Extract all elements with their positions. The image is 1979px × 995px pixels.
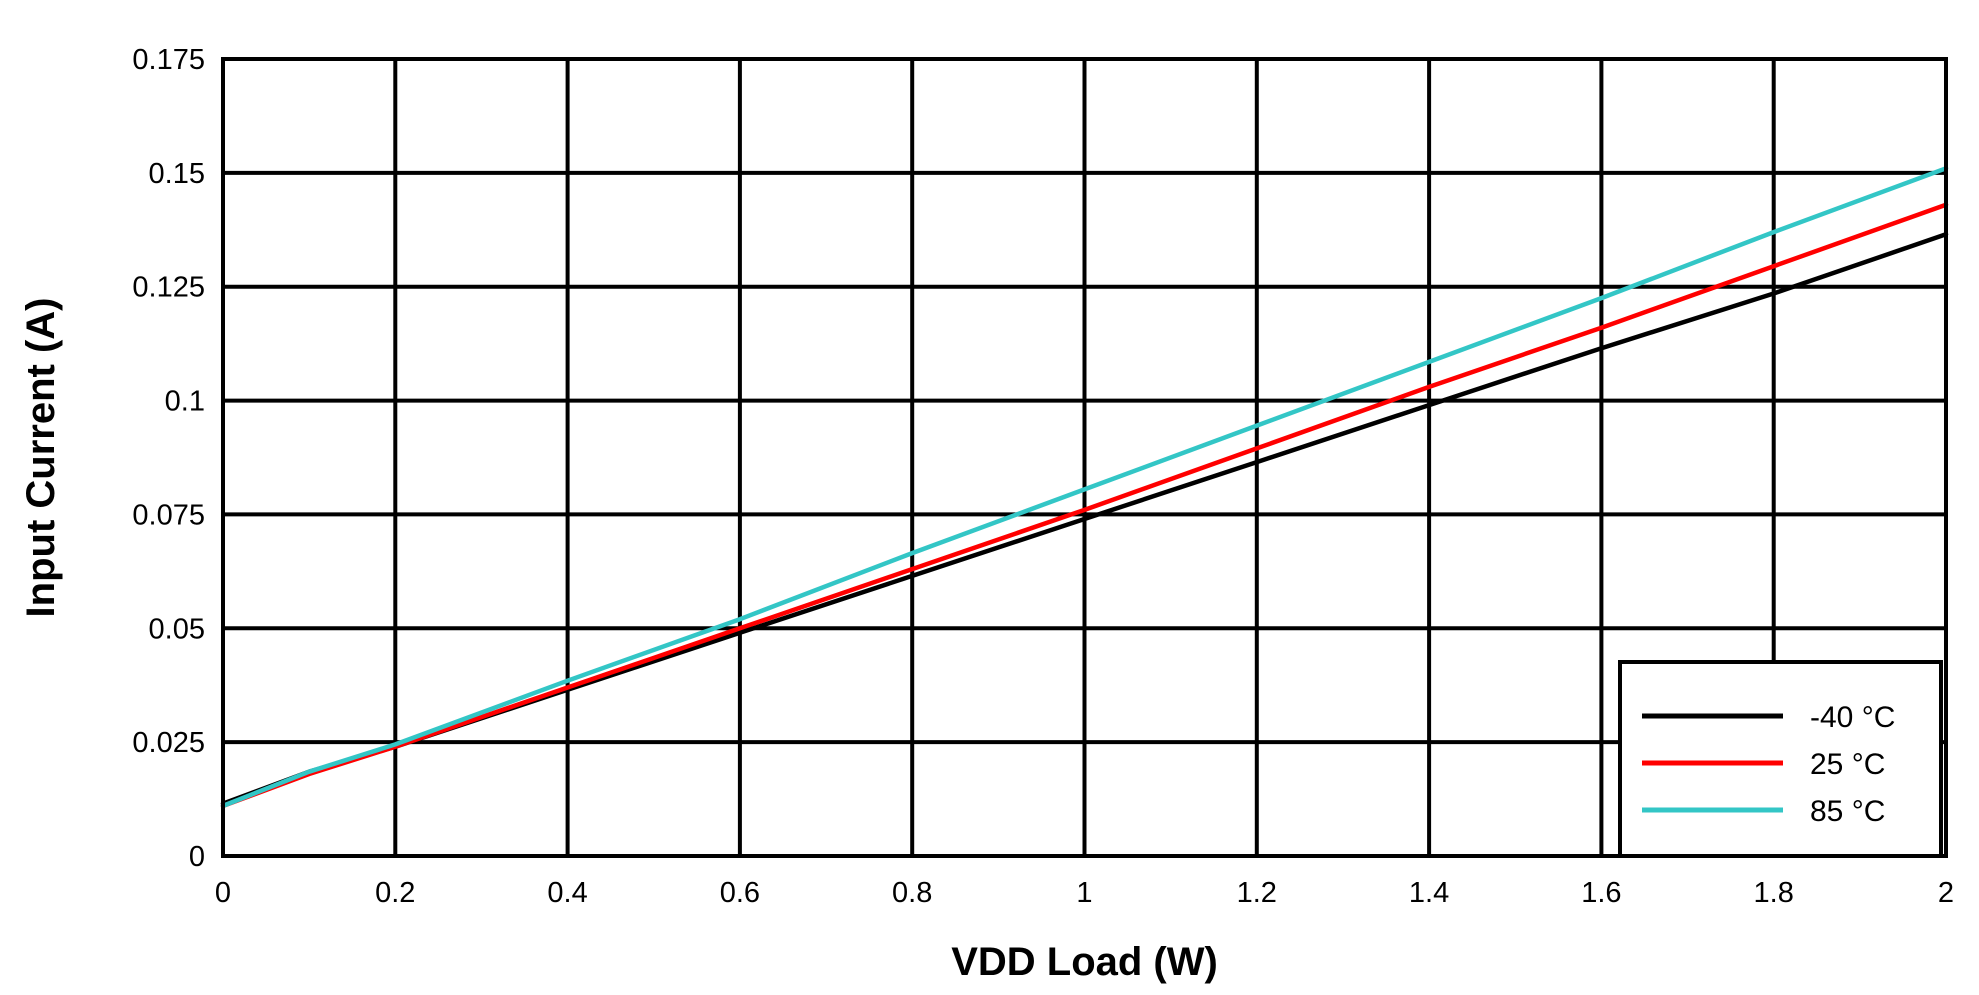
plot-frame [221, 57, 1948, 858]
series-line-2 [220, 166, 1949, 809]
legend-label-1: 25 °C [1810, 748, 1885, 781]
x-tick-label: 1.6 [1581, 877, 1621, 909]
x-tick-label: 0.8 [892, 877, 932, 909]
x-tick-label: 2 [1938, 877, 1954, 909]
y-tick-label: 0.1 [165, 386, 205, 418]
series-lines [220, 166, 1949, 809]
legend-label-0: -40 °C [1810, 701, 1895, 734]
legend: -40 °C 25 °C 85 °C [1618, 660, 1943, 858]
y-tick-label: 0.15 [149, 158, 205, 190]
y-tick-label: 0.125 [132, 272, 205, 304]
legend-box [1618, 660, 1943, 858]
y-tick-label: 0.075 [132, 499, 205, 531]
y-axis-title: Input Current (A) [19, 298, 63, 618]
y-tick-label: 0.05 [149, 613, 205, 645]
y-tick-label: 0.025 [132, 727, 205, 759]
x-tick-label: 1.4 [1409, 877, 1449, 909]
x-tick-label: 0.4 [547, 877, 587, 909]
x-tick-labels: 0 0.2 0.4 0.6 0.8 1 1.2 1.4 1.6 1.8 2 [215, 877, 1954, 909]
x-tick-label: 1.8 [1754, 877, 1794, 909]
legend-label-2: 85 °C [1810, 795, 1885, 828]
x-tick-label: 1 [1076, 877, 1092, 909]
x-tick-label: 0 [215, 877, 231, 909]
y-tick-label: 0 [189, 841, 205, 873]
x-tick-label: 0.6 [720, 877, 760, 909]
x-tick-label: 1.2 [1237, 877, 1277, 909]
x-axis-title: VDD Load (W) [951, 940, 1218, 984]
y-tick-labels: 0 0.025 0.05 0.075 0.1 0.125 0.15 0.175 [132, 44, 205, 873]
y-tick-label: 0.175 [132, 44, 205, 76]
x-tick-label: 0.2 [375, 877, 415, 909]
